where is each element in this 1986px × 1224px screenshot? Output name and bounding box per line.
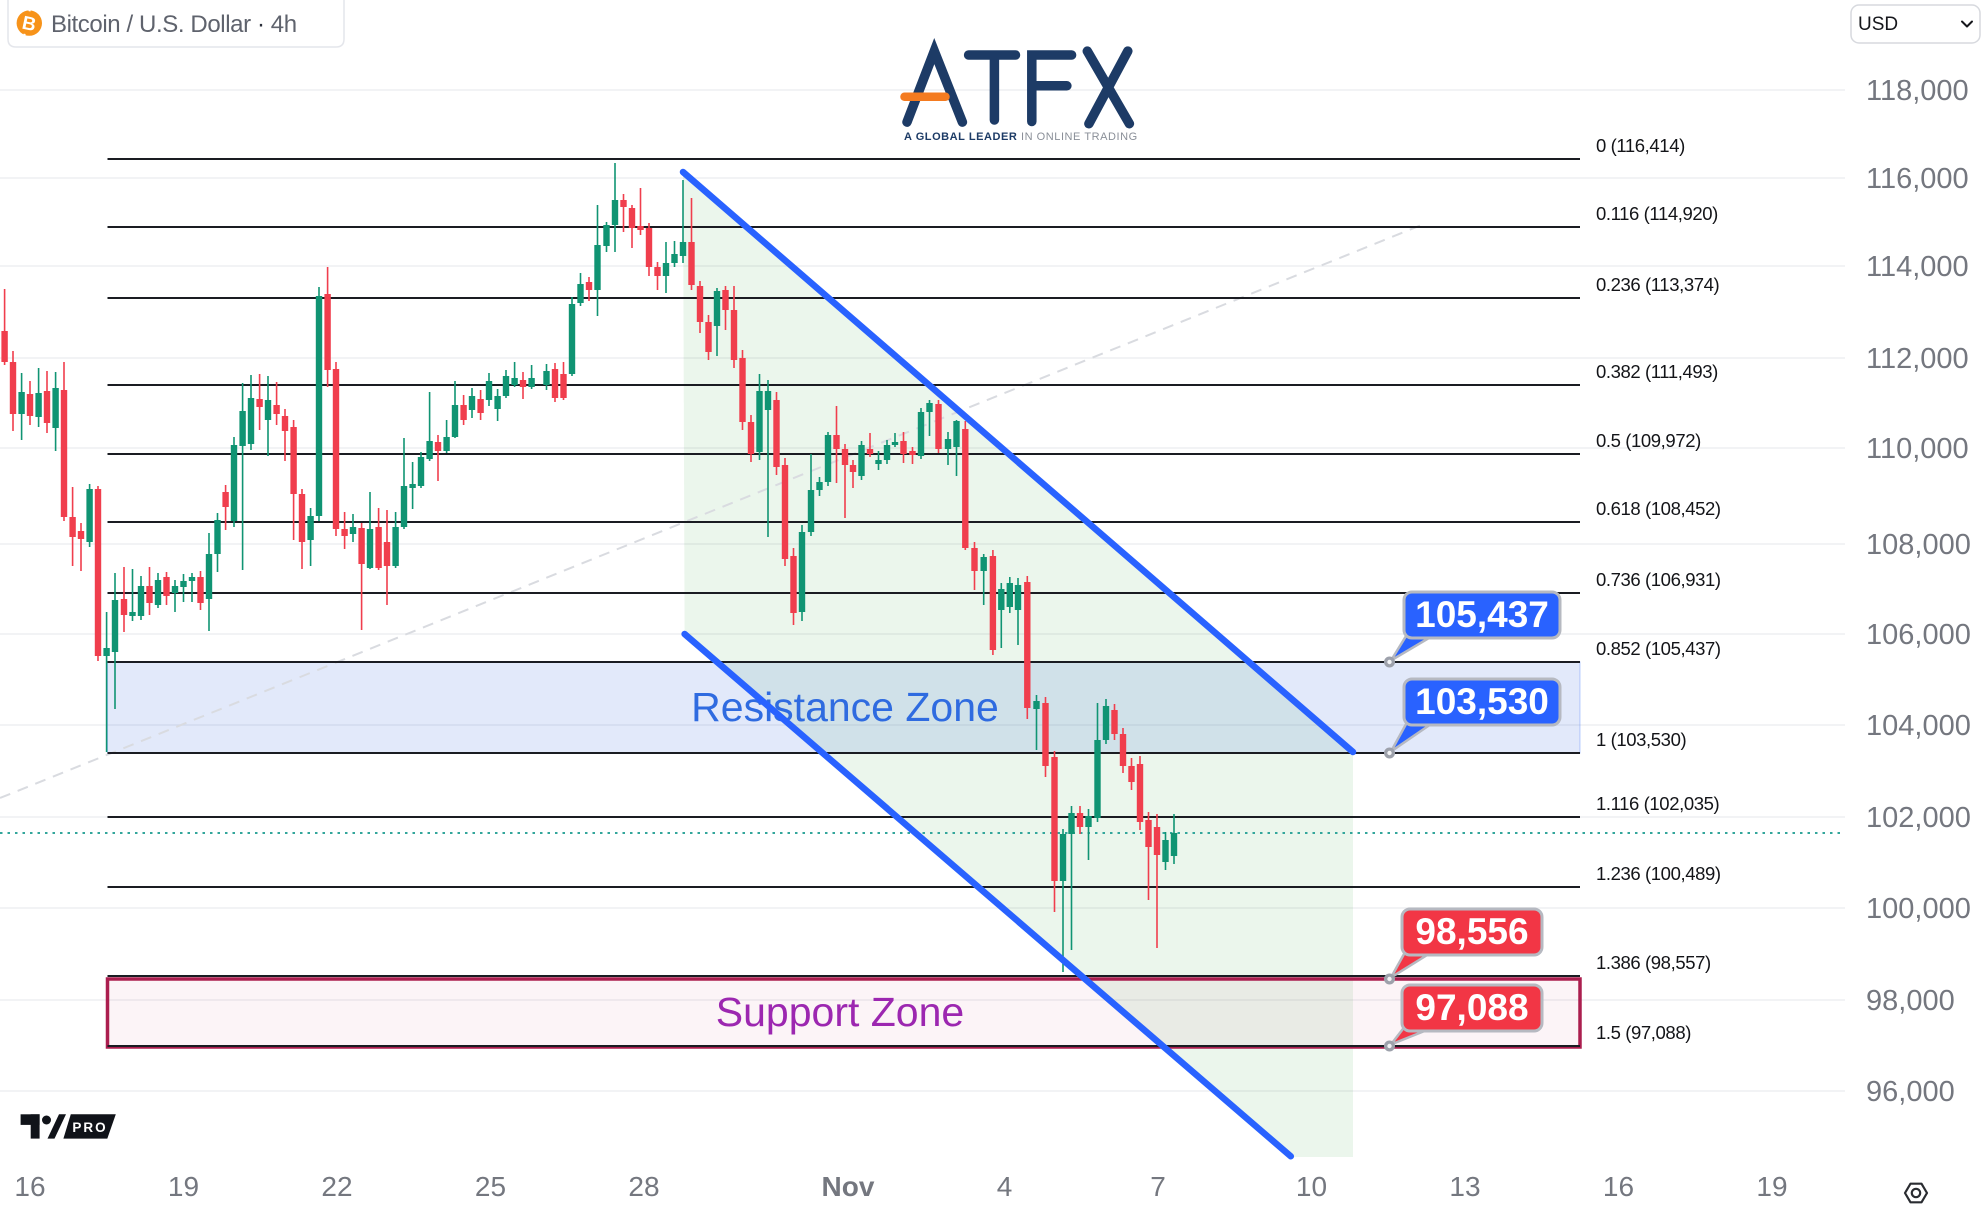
svg-text:PRO: PRO: [72, 1120, 107, 1135]
svg-text:USD: USD: [1858, 14, 1898, 35]
svg-text:Nov: Nov: [822, 1171, 875, 1202]
svg-text:112,000: 112,000: [1866, 343, 1969, 375]
svg-text:19: 19: [168, 1171, 199, 1202]
svg-text:105,437: 105,437: [1415, 594, 1549, 635]
svg-text:22: 22: [321, 1171, 352, 1202]
svg-text:1.386 (98,557): 1.386 (98,557): [1596, 952, 1711, 973]
svg-text:1 (103,530): 1 (103,530): [1596, 729, 1686, 750]
svg-text:0.736 (106,931): 0.736 (106,931): [1596, 569, 1721, 590]
svg-text:0.116 (114,920): 0.116 (114,920): [1596, 203, 1718, 224]
svg-text:Resistance Zone: Resistance Zone: [691, 684, 999, 730]
svg-text:104,000: 104,000: [1866, 710, 1971, 742]
svg-text:118,000: 118,000: [1866, 75, 1969, 107]
svg-text:B: B: [20, 13, 38, 36]
svg-text:7: 7: [1150, 1171, 1166, 1202]
svg-text:1.116 (102,035): 1.116 (102,035): [1596, 793, 1719, 814]
svg-text:96,000: 96,000: [1866, 1076, 1955, 1108]
svg-text:28: 28: [628, 1171, 659, 1202]
svg-text:0.236 (113,374): 0.236 (113,374): [1596, 274, 1719, 295]
svg-text:0.618 (108,452): 0.618 (108,452): [1596, 498, 1721, 519]
svg-text:16: 16: [1603, 1171, 1634, 1202]
svg-text:Support Zone: Support Zone: [716, 989, 964, 1035]
svg-text:116,000: 116,000: [1866, 163, 1969, 195]
svg-text:102,000: 102,000: [1866, 802, 1971, 834]
svg-text:98,556: 98,556: [1415, 911, 1528, 952]
svg-text:108,000: 108,000: [1866, 529, 1971, 561]
svg-text:97,088: 97,088: [1415, 987, 1528, 1028]
svg-text:1.236 (100,489): 1.236 (100,489): [1596, 863, 1721, 884]
svg-text:0.5 (109,972): 0.5 (109,972): [1596, 430, 1701, 451]
svg-text:0 (116,414): 0 (116,414): [1596, 135, 1685, 156]
svg-text:103,530: 103,530: [1415, 681, 1549, 722]
svg-text:A GLOBAL LEADER IN ONLINE TRAD: A GLOBAL LEADER IN ONLINE TRADING: [904, 131, 1138, 143]
svg-text:Bitcoin / U.S. Dollar · 4h: Bitcoin / U.S. Dollar · 4h: [51, 11, 297, 38]
svg-text:106,000: 106,000: [1866, 619, 1971, 651]
svg-text:0.852 (105,437): 0.852 (105,437): [1596, 638, 1721, 659]
svg-text:98,000: 98,000: [1866, 985, 1955, 1017]
svg-text:4: 4: [997, 1171, 1013, 1202]
svg-text:100,000: 100,000: [1866, 893, 1971, 925]
svg-text:114,000: 114,000: [1866, 251, 1969, 283]
svg-text:1.5 (97,088): 1.5 (97,088): [1596, 1022, 1691, 1043]
svg-text:0.382 (111,493): 0.382 (111,493): [1596, 361, 1718, 382]
svg-text:19: 19: [1756, 1171, 1787, 1202]
svg-text:16: 16: [14, 1171, 45, 1202]
svg-text:110,000: 110,000: [1866, 433, 1969, 465]
svg-text:10: 10: [1296, 1171, 1327, 1202]
svg-text:25: 25: [475, 1171, 506, 1202]
svg-text:13: 13: [1449, 1171, 1480, 1202]
